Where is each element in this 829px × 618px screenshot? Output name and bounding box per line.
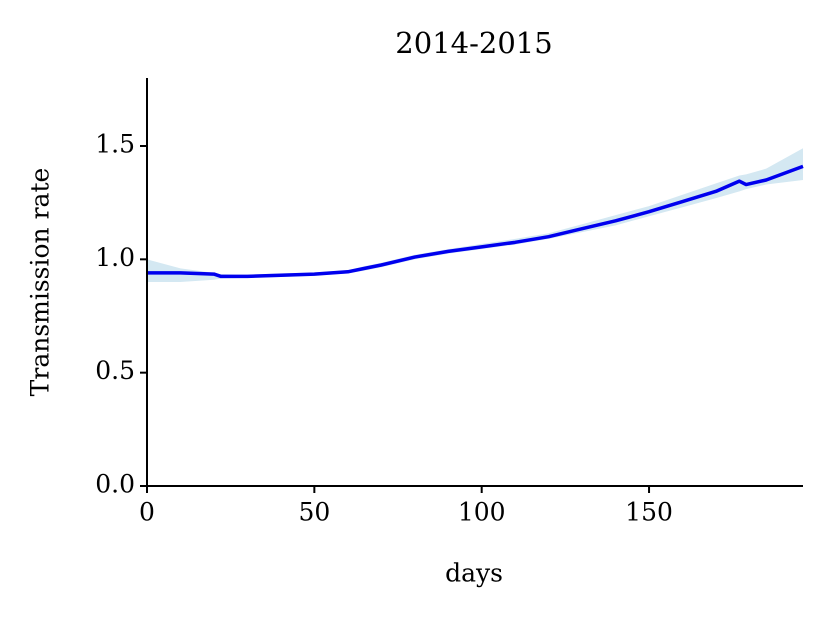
x-tick-label: 0 [139, 498, 155, 527]
y-tick-label: 0.5 [95, 356, 135, 385]
y-axis-label: Transmission rate [26, 168, 55, 397]
y-tick-label: 0.0 [95, 470, 135, 499]
y-tick-label: 1.0 [95, 243, 135, 272]
confidence-band [147, 148, 803, 282]
line [147, 164, 804, 279]
x-tick-label: 100 [458, 498, 506, 527]
y-tick-label: 1.5 [95, 130, 135, 159]
x-tick-label: 50 [298, 498, 330, 527]
x-tick-label: 150 [625, 498, 673, 527]
chart-title: 2014-2015 [395, 26, 552, 60]
x-axis-label: days [445, 559, 503, 588]
